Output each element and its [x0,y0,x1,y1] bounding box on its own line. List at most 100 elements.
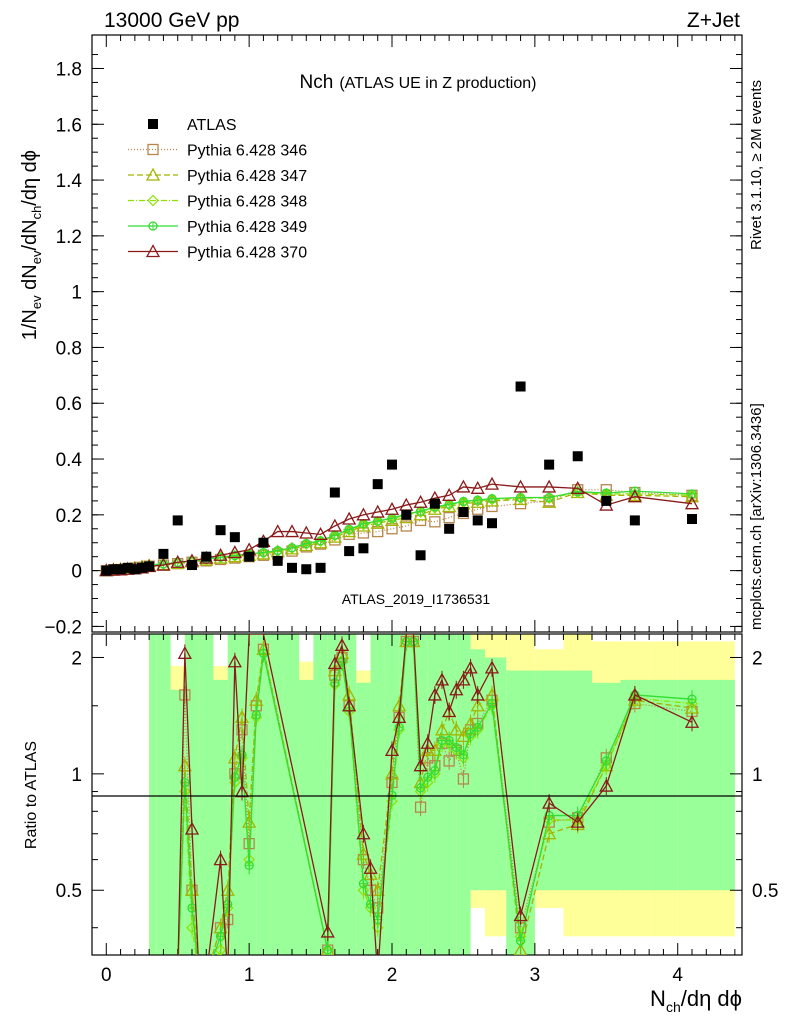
y-tick-label: 0 [71,562,82,583]
data-point [458,507,469,518]
data-point [443,755,455,767]
data-point [272,555,283,566]
data-point [457,773,470,785]
inner-band [534,670,564,891]
ratio-plot-frame [91,633,743,956]
data-point [108,564,119,575]
header-left-label: 13000 GeV pp [104,9,239,32]
data-point [145,167,161,181]
data-point [384,743,400,757]
data-point [115,564,126,575]
data-point [372,479,383,490]
data-point [299,525,314,539]
data-point [227,545,242,559]
data-point [344,546,355,557]
inner-band [342,634,357,955]
x-tick-label: 1 [244,965,255,986]
main-y-axis-label: 1/Nev dNev/dNch/dη dϕ [19,150,44,340]
ratio-series [177,634,700,955]
data-point [392,710,407,724]
data-point [513,479,528,493]
y-tick-label: 1.6 [56,115,82,136]
data-point [484,660,500,674]
data-point [420,743,435,757]
ratio-tick-label: 1 [71,765,82,786]
data-point [129,564,140,575]
data-point [420,735,435,749]
data-point [684,700,700,714]
data-point [542,479,557,493]
data-point [184,821,200,835]
data-point [177,645,192,659]
data-point [287,562,297,573]
data-point [342,511,357,525]
ratio-y-axis-label: Ratio to ATLAS [23,741,40,849]
data-point [542,494,557,508]
data-point [456,479,471,493]
data-point [258,537,269,548]
legend-item-4: Pythia 6.428 349 [128,219,307,236]
data-point [327,656,342,670]
data-point [427,687,442,701]
mcplots-source-label: mcplots.cern.ch [arXiv:1306.3436] [748,403,765,630]
data-point [599,778,614,792]
x-axis-label: Nch/dη dϕ [650,986,742,1015]
data-point [301,564,312,575]
inner-band [327,634,342,955]
data-point [629,515,640,526]
plot-title: Nch (ATLAS UE in Z production) [300,72,537,93]
data-point [213,547,228,561]
data-point [627,489,642,503]
data-point [472,515,483,526]
data-point [201,551,212,562]
data-point [145,244,161,258]
inner-band [156,634,171,955]
x-tick-label: 2 [387,965,398,986]
data-point [370,504,385,518]
inner-band [484,657,507,891]
legend-label: Pythia 6.428 348 [187,194,307,211]
x-tick-label: 0 [101,965,112,986]
data-point [413,758,428,772]
data-point [442,499,457,513]
y-tick-label: 1.8 [56,59,82,80]
main-series [99,381,700,577]
data-point [544,459,555,470]
ratio-tick-label: 0.5 [56,881,82,902]
data-point [444,523,455,534]
inner-band [356,682,371,955]
legend-label: ATLAS [187,117,237,134]
legend-label: Pythia 6.428 346 [187,143,307,160]
axes: 0 1 2 3 4 −0.2 0 0.2 0.4 0.6 0.8 1 1.2 1.4 1.6 1.8 0.5 0.… [44,35,778,986]
y-tick-label: 0.2 [56,506,82,527]
data-point [227,654,242,668]
data-point [215,525,226,536]
data-point [270,524,285,538]
data-point [687,514,697,525]
data-point [434,672,450,686]
data-point [449,722,464,736]
data-point [627,687,642,701]
ratio-tick-label-right: 2 [752,648,763,669]
header-right-label: Z+Jet [687,9,740,32]
legend-item-0: ATLAS [148,117,237,134]
data-point [515,381,526,392]
data-point [334,637,350,651]
data-point [213,852,228,866]
y-tick-label: 1.4 [56,171,83,192]
series-0 [101,381,697,576]
inner-band [470,649,485,891]
data-point [144,561,155,572]
inner-band [313,634,328,955]
inner-band [399,634,414,955]
inner-band [184,634,200,955]
ratio-tick-label: 2 [71,648,82,669]
data-point [356,507,371,521]
data-point [414,801,427,813]
data-point [384,501,400,515]
data-point [315,562,326,573]
data-point [470,480,485,494]
legend-label: Pythia 6.428 347 [187,168,307,185]
legend-item-3: Pythia 6.428 348 [128,194,307,211]
